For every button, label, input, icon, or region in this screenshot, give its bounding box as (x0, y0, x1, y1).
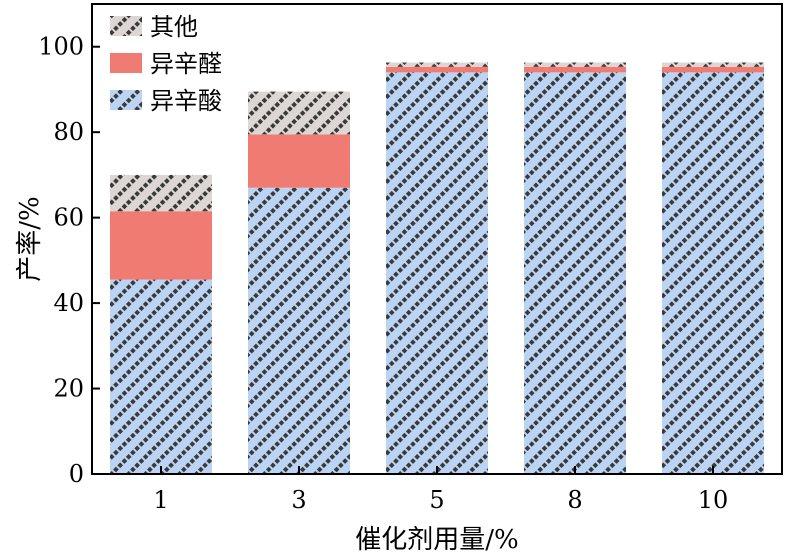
x-tick-label-1: 1 (153, 486, 168, 514)
y-axis-ticks (92, 45, 100, 475)
bar-1-series-2 (110, 174, 212, 212)
bar-5-series-0 (386, 72, 488, 474)
x-tick-label-8: 8 (567, 486, 582, 514)
legend-label-2: 其他 (150, 13, 198, 41)
bar-3-series-0 (248, 187, 350, 474)
legend-swatch-0 (110, 90, 142, 110)
bar-10-series-1 (662, 66, 764, 73)
bar-1-series-1 (110, 211, 212, 280)
y-tick-label-40: 40 (53, 289, 84, 317)
y-axis-tick-labels: 0 20 40 60 80 100 (38, 33, 84, 488)
legend-swatch-1 (110, 53, 142, 73)
y-tick-label-80: 80 (53, 118, 84, 146)
bar-8-series-2 (524, 62, 626, 67)
x-tick-label-3: 3 (291, 486, 306, 514)
y-axis-title: 产率/% (15, 196, 45, 281)
x-axis-tick-labels: 1 3 5 8 10 (153, 486, 728, 514)
bar-10-series-0 (662, 72, 764, 474)
legend-swatch-2 (110, 16, 142, 36)
legend-label-0: 异辛酸 (150, 87, 222, 115)
bar-3-series-1 (248, 134, 350, 188)
x-axis-title: 催化剂用量/% (355, 525, 518, 555)
y-tick-label-100: 100 (38, 33, 84, 61)
x-tick-label-10: 10 (698, 486, 729, 514)
bar-1-series-0 (110, 279, 212, 474)
y-tick-label-20: 20 (53, 375, 84, 403)
y-tick-label-60: 60 (53, 204, 84, 232)
bar-5-series-2 (386, 62, 488, 67)
y-tick-label-0: 0 (69, 460, 84, 488)
bar-3-series-2 (248, 91, 350, 135)
bar-5-series-1 (386, 66, 488, 73)
bar-8-series-1 (524, 66, 626, 73)
legend-label-1: 异辛醛 (150, 50, 222, 78)
bar-8-series-0 (524, 72, 626, 474)
x-tick-label-5: 5 (429, 486, 444, 514)
bar-10-series-2 (662, 62, 764, 67)
x-axis-ticks (160, 466, 714, 474)
bars-group (110, 62, 764, 474)
